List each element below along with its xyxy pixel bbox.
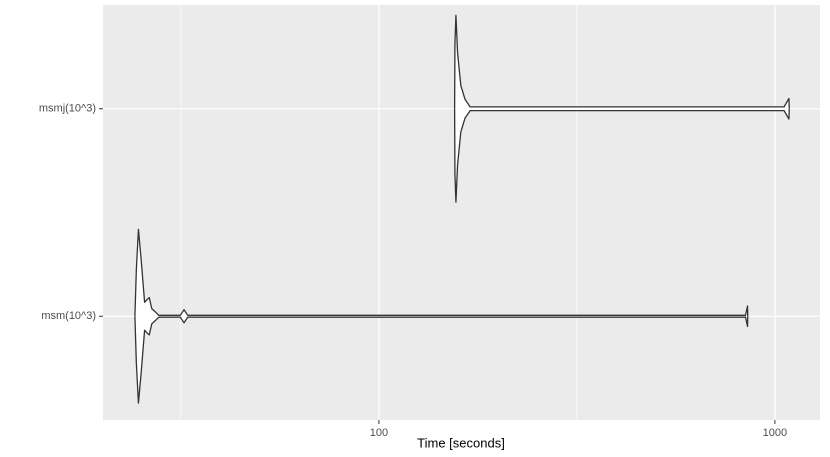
violin-lower <box>134 316 749 404</box>
panel <box>103 5 820 420</box>
violin-upper <box>134 228 749 317</box>
x-tick-label: 1000 <box>763 427 787 439</box>
violin-upper <box>453 14 790 109</box>
violin-lower <box>453 108 790 203</box>
x-tick-label: 100 <box>370 427 388 439</box>
y-tick-label: msm(10^3) <box>41 310 96 322</box>
y-tick-label: msmj(10^3) <box>39 103 96 115</box>
x-axis-title: Time [seconds] <box>417 435 505 450</box>
